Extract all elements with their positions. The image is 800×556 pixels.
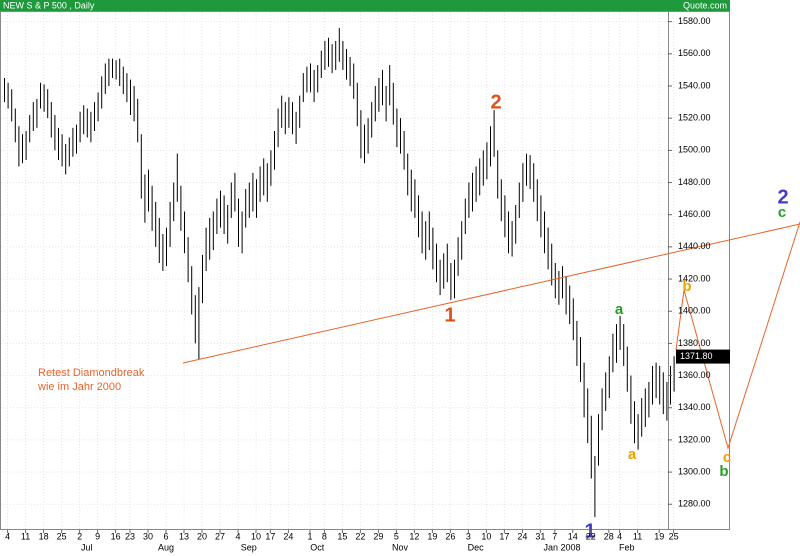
trend-line: [182, 223, 800, 364]
y-tick-label: 1580.00: [678, 16, 711, 26]
y-tick-label: 1540.00: [678, 80, 711, 90]
x-tick-label: 3: [466, 531, 471, 541]
x-tick-label: 20: [197, 531, 207, 541]
month-label: Oct: [310, 542, 325, 552]
x-tick-label: 24: [517, 531, 527, 541]
y-tick-label: 1340.00: [678, 402, 711, 412]
x-tick-label: 4: [235, 531, 240, 541]
header-bar: [0, 0, 730, 11]
chart-title: NEW S & P 500 , Daily: [3, 0, 95, 10]
wave-label: a: [628, 446, 637, 463]
x-tick-label: 9: [95, 531, 100, 541]
y-tick-label: 1400.00: [678, 306, 711, 316]
x-tick-label: 13: [179, 531, 189, 541]
last-price-label: 1371.80: [680, 351, 713, 361]
x-tick-label: 4: [5, 531, 10, 541]
x-tick-label: 25: [57, 531, 67, 541]
x-tick-label: 30: [143, 531, 153, 541]
wave-label: 1: [584, 520, 595, 542]
x-tick-label: 19: [654, 531, 664, 541]
y-tick-label: 1300.00: [678, 466, 711, 476]
x-tick-label: 26: [445, 531, 455, 541]
source: Quote.com: [683, 0, 727, 10]
wave-label: b: [682, 278, 691, 295]
x-tick-label: 22: [355, 531, 365, 541]
wave-label: a: [615, 301, 624, 318]
note: wie im Jahr 2000: [37, 381, 121, 393]
y-tick-label: 1560.00: [678, 48, 711, 58]
wave-label: 1: [444, 304, 455, 326]
x-tick-label: 10: [251, 531, 261, 541]
x-tick-label: 22: [586, 531, 596, 541]
month-label: Nov: [392, 542, 409, 552]
x-tick-label: 1: [307, 531, 312, 541]
x-tick-label: 25: [669, 531, 679, 541]
y-tick-label: 1460.00: [678, 209, 711, 219]
x-tick-label: 10: [481, 531, 491, 541]
month-label: Sep: [241, 542, 257, 552]
y-tick-label: 1500.00: [678, 145, 711, 155]
x-tick-label: 17: [499, 531, 509, 541]
x-tick-label: 12: [409, 531, 419, 541]
wave-label: 2: [777, 186, 788, 208]
x-tick-label: 5: [394, 531, 399, 541]
x-tick-label: 23: [125, 531, 135, 541]
plot-frame: [0, 11, 669, 530]
month-label: Aug: [158, 542, 174, 552]
wave-label: c: [723, 449, 731, 466]
y-tick-label: 1360.00: [678, 370, 711, 380]
y-tick-label: 1380.00: [678, 338, 711, 348]
x-tick-label: 24: [283, 531, 293, 541]
x-tick-label: 11: [21, 531, 30, 541]
y-tick-label: 1480.00: [678, 177, 711, 187]
x-tick-label: 28: [604, 531, 614, 541]
wave-label: b: [719, 463, 728, 480]
x-tick-label: 17: [265, 531, 275, 541]
note: Retest Diamondbreak: [38, 367, 145, 379]
x-tick-label: 16: [111, 531, 121, 541]
month-label: Jul: [81, 542, 93, 552]
x-tick-label: 4: [617, 531, 622, 541]
x-tick-label: 11: [633, 531, 642, 541]
month-label: Dec: [468, 542, 485, 552]
x-tick-label: 8: [322, 531, 327, 541]
y-tick-label: 1420.00: [678, 273, 711, 283]
x-tick-label: 15: [337, 531, 347, 541]
last-price-box: [676, 349, 730, 364]
x-tick-label: 29: [373, 531, 383, 541]
x-tick-label: 2: [77, 531, 82, 541]
month-label: Feb: [619, 542, 635, 552]
x-tick-label: 6: [163, 531, 168, 541]
x-tick-label: 27: [215, 531, 225, 541]
y-tick-label: 1280.00: [678, 499, 711, 509]
wave-path: [675, 221, 800, 450]
axis-frame: [668, 11, 730, 530]
wave-label: 2: [490, 91, 501, 113]
y-tick-label: 1440.00: [678, 241, 711, 251]
x-tick-label: 14: [568, 531, 578, 541]
y-tick-label: 1520.00: [678, 113, 711, 123]
x-tick-label: 7: [552, 531, 557, 541]
x-tick-label: 31: [535, 531, 545, 541]
month-label: Jan 2008: [543, 542, 580, 552]
wave-label: c: [778, 204, 786, 221]
y-tick-label: 1320.00: [678, 434, 711, 444]
x-tick-label: 19: [427, 531, 437, 541]
x-tick-label: 18: [39, 531, 49, 541]
